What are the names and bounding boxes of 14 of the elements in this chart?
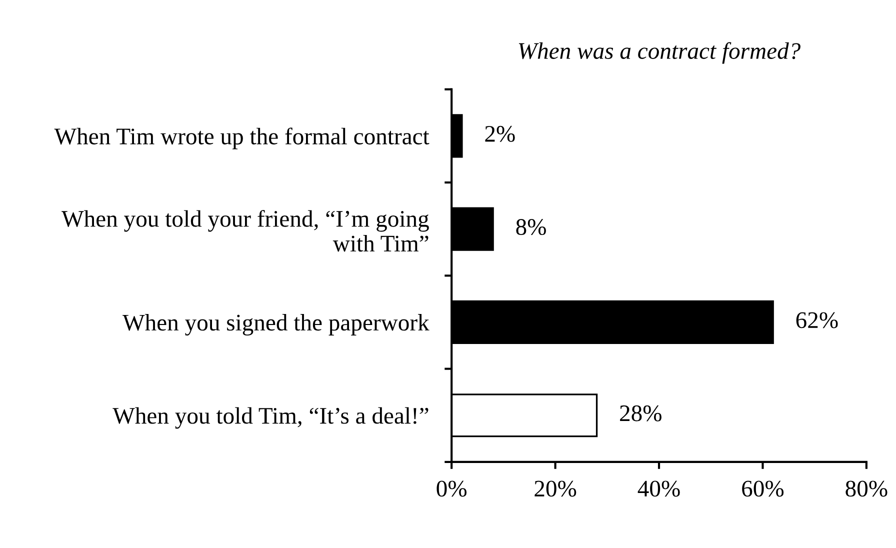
y-tick-label: When Tim wrote up the formal contract bbox=[54, 128, 430, 150]
data-label: 62% bbox=[796, 312, 838, 328]
x-tick-label: 20% bbox=[534, 480, 576, 497]
y-tick-label: When you told your friend, “I’m going with Tim” bbox=[62, 210, 429, 252]
y-tick-label: When you told Tim, “It’s a deal!” bbox=[112, 407, 428, 429]
x-tick-label: 60% bbox=[742, 480, 784, 497]
data-label: 28% bbox=[620, 405, 662, 422]
x-tick-label: 80% bbox=[846, 480, 888, 497]
chart-title: When was a contract formed? bbox=[518, 42, 800, 64]
y-tick-label: When you signed the paperwork bbox=[122, 314, 430, 336]
x-tick-label: 0% bbox=[436, 480, 467, 497]
data-label: 2% bbox=[485, 126, 515, 142]
x-tick-label: 40% bbox=[638, 480, 680, 497]
data-label: 8% bbox=[516, 219, 546, 236]
